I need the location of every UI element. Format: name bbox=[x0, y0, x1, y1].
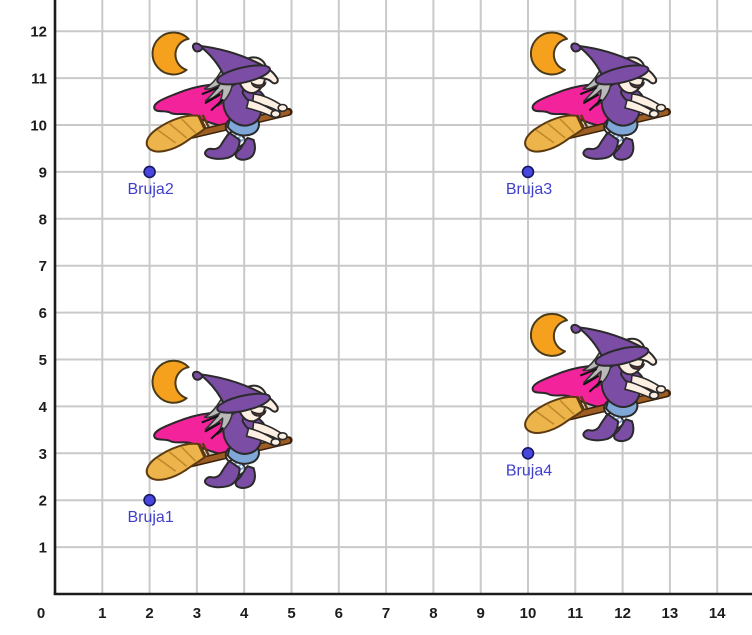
witch-on-broom-moon-image bbox=[525, 32, 667, 159]
x-axis-tick-label: 6 bbox=[335, 605, 343, 622]
x-axis-tick-label: 2 bbox=[145, 605, 153, 622]
x-axis-tick-label: 13 bbox=[662, 605, 679, 622]
point-label-bruja1: Bruja1 bbox=[127, 509, 173, 526]
point-bruja2[interactable] bbox=[143, 165, 156, 179]
x-axis-tick-label: 8 bbox=[429, 605, 437, 622]
point-label-bruja3: Bruja3 bbox=[506, 181, 552, 198]
point-labels: Bruja1 Bruja2 Bruja3 Bruja4 bbox=[127, 181, 552, 526]
y-axis-tick-label: 9 bbox=[39, 164, 47, 181]
grid bbox=[55, 0, 752, 594]
x-axis-tick-label: 1 bbox=[98, 605, 106, 622]
x-axis-tick-label: 3 bbox=[193, 605, 201, 622]
y-axis-tick-label: 8 bbox=[39, 211, 47, 228]
y-axis-tick-label: 11 bbox=[31, 71, 47, 88]
x-axis-tick-label: 7 bbox=[382, 605, 390, 622]
point-bruja4[interactable] bbox=[521, 446, 535, 460]
x-axis-tick-label: 14 bbox=[709, 605, 726, 622]
witch-images bbox=[147, 32, 667, 487]
point-label-bruja4: Bruja4 bbox=[506, 462, 552, 479]
point-label-bruja2: Bruja2 bbox=[127, 181, 173, 198]
y-axis-tick-label: 1 bbox=[39, 540, 47, 557]
x-axis-tick-label: 12 bbox=[614, 605, 631, 622]
axes bbox=[53, 0, 752, 596]
points bbox=[143, 165, 535, 507]
point-bruja1[interactable] bbox=[143, 493, 156, 507]
y-axis-tick-label: 10 bbox=[30, 118, 47, 135]
y-axis-tick-label: 5 bbox=[39, 352, 47, 369]
witch-on-broom-moon-image bbox=[147, 32, 289, 159]
y-axis-tick-label: 2 bbox=[39, 493, 47, 510]
x-axis-tick-label: 4 bbox=[240, 605, 249, 622]
y-axis-tick-label: 7 bbox=[39, 258, 47, 275]
y-axis-tick-label: 4 bbox=[39, 399, 48, 416]
y-axis-tick-label: 3 bbox=[39, 446, 47, 463]
witch-on-broom-moon-image bbox=[525, 314, 667, 441]
x-axis-tick-label: 5 bbox=[287, 605, 295, 622]
y-axis-tick-label: 12 bbox=[30, 24, 47, 41]
x-axis-tick-label: 9 bbox=[477, 605, 485, 622]
x-axis-tick-label: 0 bbox=[37, 605, 45, 622]
point-bruja3[interactable] bbox=[521, 165, 535, 179]
x-axis-tick-label: 11 bbox=[567, 605, 583, 622]
x-axis-tick-label: 10 bbox=[520, 605, 537, 622]
witch-on-broom-moon-image bbox=[147, 361, 289, 488]
y-axis-tick-label: 6 bbox=[39, 305, 47, 322]
